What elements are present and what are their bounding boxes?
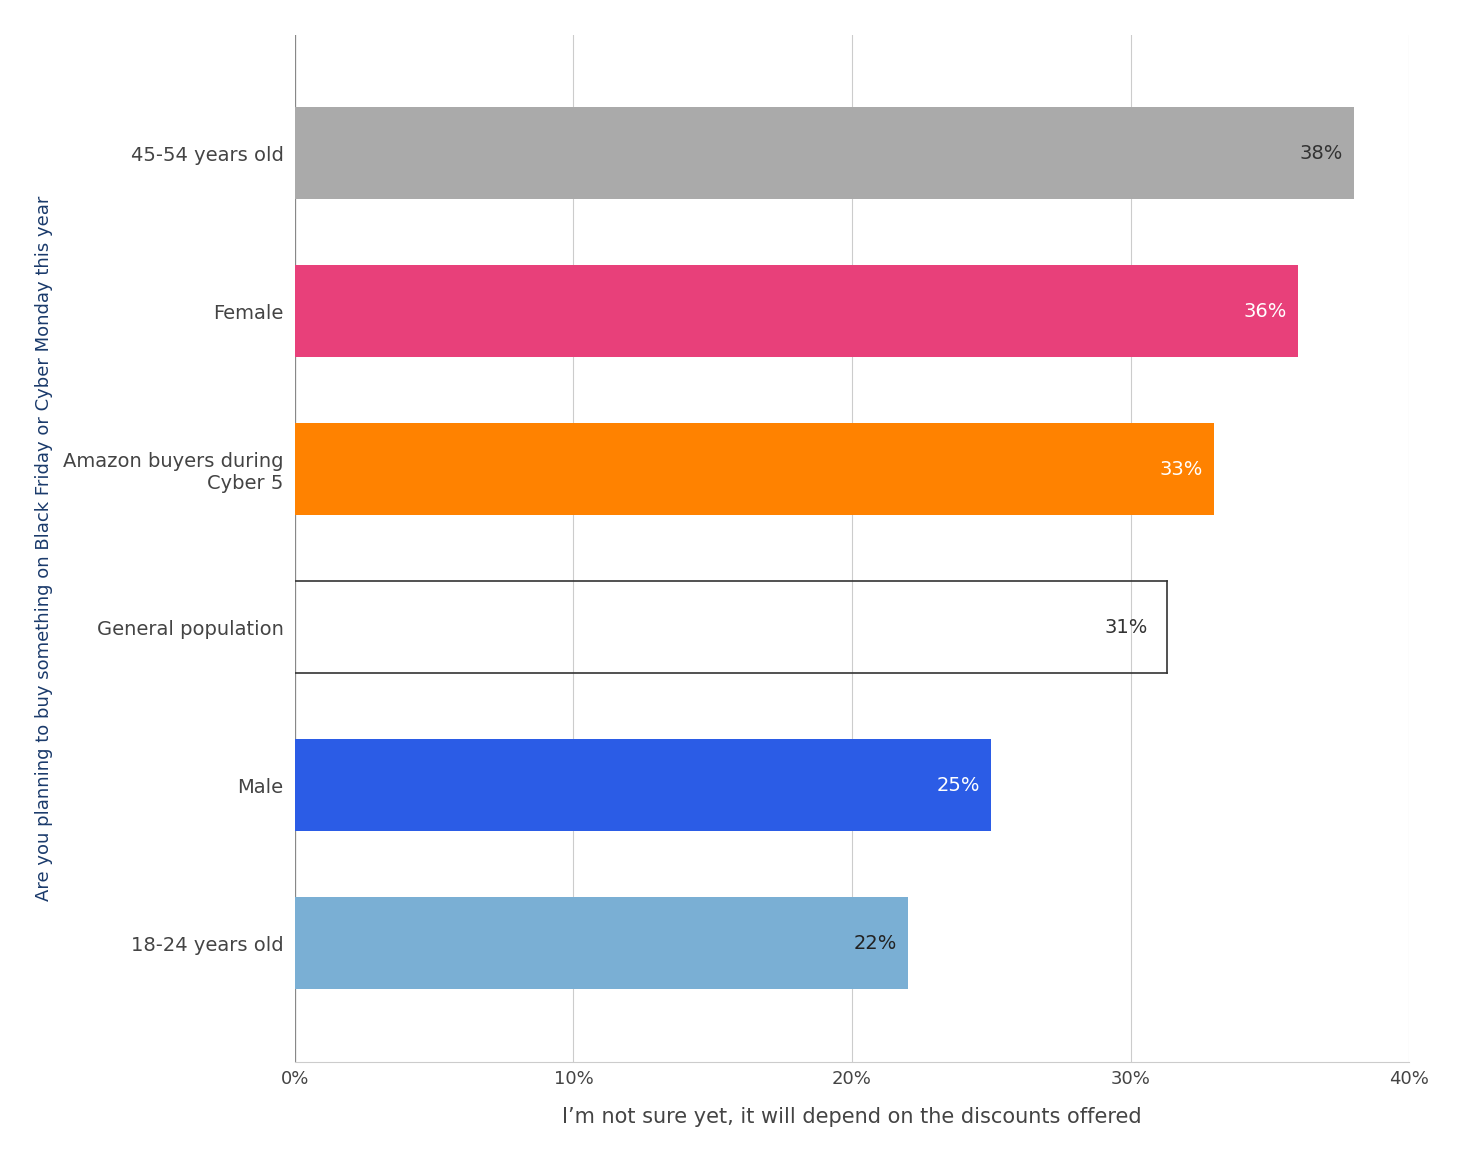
Text: 22%: 22% [854,933,896,953]
Text: 36%: 36% [1243,302,1287,321]
Bar [294,897,908,989]
Bar [294,739,991,831]
Bar [294,107,1354,199]
Text: 25%: 25% [937,775,981,795]
Bar [294,265,1299,357]
Bar [294,423,1214,515]
X-axis label: I’m not sure yet, it will depend on the discounts offered: I’m not sure yet, it will depend on the … [562,1107,1142,1127]
Text: 33%: 33% [1159,460,1203,479]
Text: 38%: 38% [1299,144,1342,163]
Text: 31%: 31% [1104,617,1148,637]
Y-axis label: Are you planning to buy something on Black Friday or Cyber Monday this year: Are you planning to buy something on Bla… [35,195,53,901]
